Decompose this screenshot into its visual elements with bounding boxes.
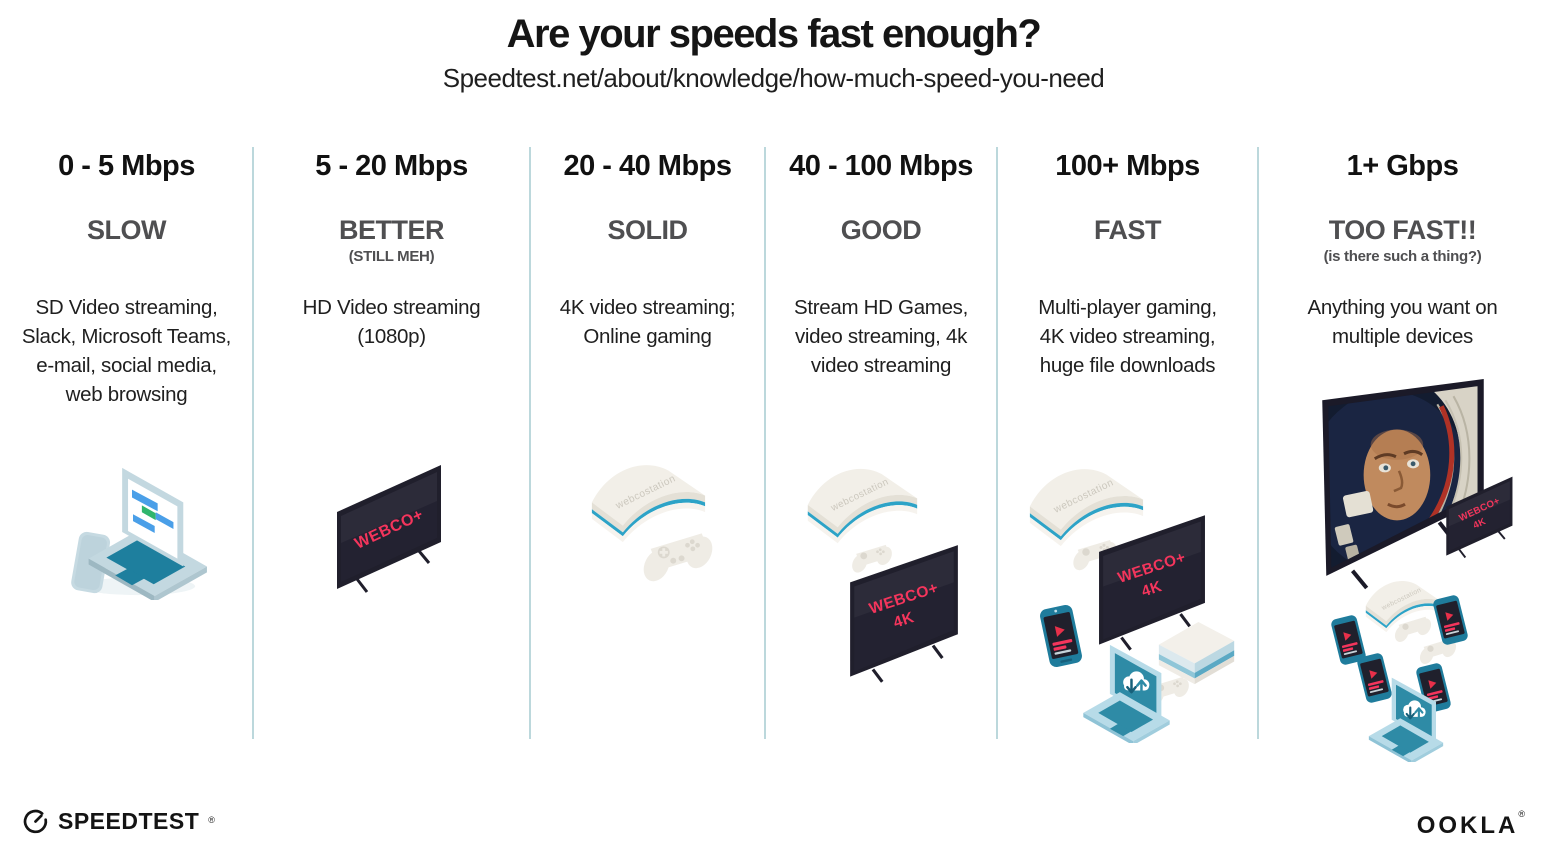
speed-columns: 0 - 5 Mbps SLOW SD Video streaming, Slac… xyxy=(0,140,1547,780)
tv-4k-illustration: WEBCO+ 4K xyxy=(850,545,958,683)
speed-column-1-plus-gbps: 1+ Gbps TOO FAST!! (is there such a thin… xyxy=(1258,140,1547,780)
column-description: Multi-player gaming, 4K video streaming,… xyxy=(1038,296,1217,377)
column-divider xyxy=(529,147,531,739)
laptop-cloud-illustration xyxy=(1083,644,1170,743)
speedtest-logo: SPEEDTEST ® xyxy=(22,808,215,835)
column-description: 4K video streaming; Online gaming xyxy=(559,296,736,348)
speedtest-gauge-icon xyxy=(23,809,48,834)
rating-label: GOOD xyxy=(840,215,922,245)
speed-column-40-100-mbps: 40 - 100 Mbps GOOD Stream HD Games, vide… xyxy=(765,140,997,780)
laptop-cloud-illustration xyxy=(1368,677,1444,762)
phone-video-icon xyxy=(1433,595,1468,645)
game-controller-icon xyxy=(643,533,713,582)
game-console-illustration: webcostation xyxy=(1029,469,1144,547)
column-description: SD Video streaming, Slack, Microsoft Tea… xyxy=(21,296,232,406)
rating-block: GOOD xyxy=(765,215,997,291)
rating-block: BETTER (STILL MEH) xyxy=(253,215,530,291)
rating-label: FAST xyxy=(1093,215,1162,245)
speed-column-5-20-mbps: 5 - 20 Mbps BETTER (STILL MEH) HD Video … xyxy=(253,140,530,780)
tv-4k-label: 4K xyxy=(1139,578,1164,601)
speed-column-100-plus-mbps: 100+ Mbps FAST Multi-player gaming, 4K v… xyxy=(997,140,1258,780)
rating-block: TOO FAST!! (is there such a thing?) xyxy=(1258,215,1547,291)
speed-range-heading: 1+ Gbps xyxy=(1346,150,1459,182)
rating-note: (is there such a thing?) xyxy=(1323,248,1482,265)
speed-range-heading: 20 - 40 Mbps xyxy=(563,150,732,182)
ookla-logo: OOKLA® xyxy=(1416,809,1525,840)
column-divider xyxy=(1257,147,1259,739)
tv-4k-illustration: WEBCO+ 4K xyxy=(1099,515,1205,651)
page-title: Are your speeds fast enough? xyxy=(506,12,1042,56)
speed-column-20-40-mbps: 20 - 40 Mbps SOLID 4K video streaming; O… xyxy=(530,140,765,780)
rating-label: BETTER xyxy=(339,215,445,245)
tv-4k-illustration: WEBCO+ 4K xyxy=(1446,476,1513,559)
rating-label: TOO FAST!! xyxy=(1328,215,1477,245)
speed-range-heading: 0 - 5 Mbps xyxy=(58,150,195,182)
column-divider xyxy=(996,147,998,739)
tv-4k-label: 4K xyxy=(1472,516,1488,531)
phone-video-icon xyxy=(1040,605,1082,667)
column-description: Anything you want on multiple devices xyxy=(1307,296,1498,348)
header: Are your speeds fast enough? Speedtest.n… xyxy=(0,0,1547,94)
game-console-illustration: webcostation xyxy=(1365,581,1441,633)
phone-video-icon xyxy=(1331,615,1366,665)
rating-note: (STILL MEH) xyxy=(348,248,435,265)
speed-column-0-5-mbps: 0 - 5 Mbps SLOW SD Video streaming, Slac… xyxy=(0,140,253,780)
rating-block: FAST xyxy=(997,215,1258,291)
rating-block: SLOW xyxy=(0,215,253,291)
rating-block: SOLID xyxy=(530,215,765,291)
phone-video-icon xyxy=(1357,653,1392,703)
laptop-chat-illustration xyxy=(71,467,207,600)
tv-illustration: WEBCO+ xyxy=(337,465,441,593)
media-console-icon xyxy=(1158,622,1235,685)
speed-range-heading: 100+ Mbps xyxy=(1055,150,1200,182)
speedtest-wordmark: SPEEDTEST xyxy=(58,808,200,834)
rating-label: SLOW xyxy=(87,215,167,245)
game-console-illustration: webcostation xyxy=(591,465,706,543)
column-divider xyxy=(764,147,766,739)
ookla-wordmark: OOKLA xyxy=(1416,812,1519,839)
rating-label: SOLID xyxy=(607,215,688,245)
column-description: Stream HD Games, video streaming, 4k vid… xyxy=(793,296,969,377)
page-subtitle: Speedtest.net/about/knowledge/how-much-s… xyxy=(442,63,1105,93)
game-console-illustration: webcostation xyxy=(807,468,918,544)
column-divider xyxy=(252,147,254,739)
registered-mark: ® xyxy=(1518,809,1525,819)
game-controller-icon xyxy=(852,544,892,573)
registered-mark: ® xyxy=(208,814,215,825)
column-description: HD Video streaming (1080p) xyxy=(302,296,481,348)
game-controller-icon xyxy=(1394,616,1432,642)
speed-range-heading: 5 - 20 Mbps xyxy=(315,150,468,182)
speed-range-heading: 40 - 100 Mbps xyxy=(789,150,973,182)
tv-4k-label: 4K xyxy=(891,609,916,632)
